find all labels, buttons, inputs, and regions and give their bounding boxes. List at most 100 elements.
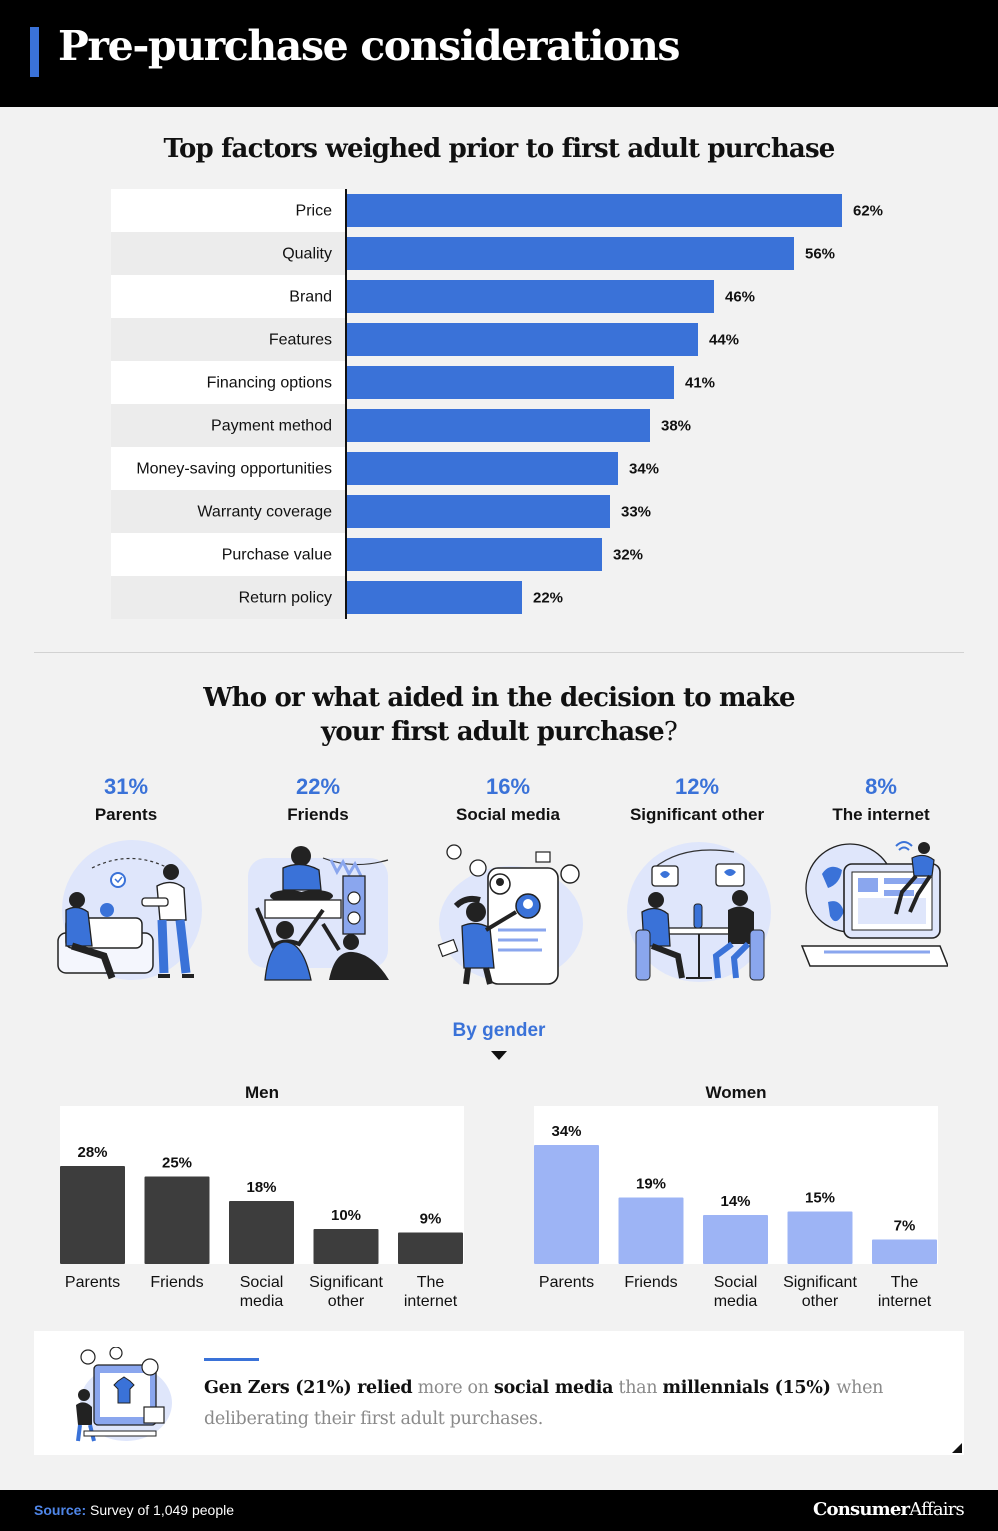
factor-bar [346,237,794,270]
factor-row-bg [111,404,346,447]
gender-bar [229,1201,294,1264]
aid-item-parents: 31% Parents [31,772,221,828]
footer: Source: Survey of 1,049 people ConsumerA… [0,1490,998,1531]
aid-label: Friends [287,805,349,824]
down-triangle-icon [491,1051,507,1060]
callout-bold-social-media: social media [494,1378,614,1398]
factor-bar [346,409,650,442]
factor-category-label: Price [296,203,333,220]
factor-row-bg [111,490,346,533]
aid-pct: 16% [485,774,531,799]
aided-title-line2: your first adult purchase? [0,715,998,749]
aid-pct: 22% [295,774,341,799]
gender-value-label: 7% [894,1218,916,1235]
factor-category-label: Return policy [239,590,332,607]
aid-item-social-media: 16% Social media [413,772,603,828]
factor-bar [346,581,522,614]
factor-value-label: 56% [805,246,835,263]
callout-text-than: than [613,1378,663,1398]
gender-category-label: The internet [878,1274,932,1310]
aid-label: Significant other [629,805,765,824]
shopping-illustration-icon [76,1347,172,1442]
gender-bar [872,1239,937,1264]
factor-bar [346,323,698,356]
brand-logo-affairs: Affairs [909,1499,965,1520]
page-title: Pre-purchase considerations [58,22,680,70]
aid-pct: 8% [865,774,897,799]
aid-item-significant-other: 12% Significant other [602,772,792,828]
factor-value-label: 22% [533,590,563,607]
gender-category-label: Friends [150,1274,203,1291]
social-media-illustration-icon [437,844,583,985]
gender-bar [703,1215,768,1264]
aid-item-friends: 22% Friends [223,772,413,828]
gender-bar [398,1232,463,1264]
factor-bar [346,194,842,227]
factor-category-label: Payment method [211,418,332,435]
brand-logo-consumer: Consumer [813,1499,910,1520]
gender-category-label: Social media [714,1274,758,1310]
callout-bold-millennials-pct: (15%) [768,1378,837,1398]
gender-bar [144,1176,210,1264]
header: Pre-purchase considerations [0,0,998,107]
factor-row-bg [111,447,346,490]
factor-value-label: 44% [709,332,739,349]
gender-value-label: 28% [77,1144,107,1161]
aid-label: Social media [456,805,560,824]
factor-row-bg [111,576,346,619]
section-divider [34,652,964,653]
callout-text-rest: when deliberating their first adult purc… [204,1378,884,1429]
gender-value-label: 34% [551,1123,581,1140]
callout-bold-gen-z-pct: (21%) [289,1378,358,1398]
factor-bar [346,280,714,313]
aid-label: The internet [832,805,930,824]
gender-value-label: 14% [720,1193,750,1210]
factor-bar [346,538,602,571]
gender-value-label: 15% [805,1190,835,1207]
men-bar-chart: 28% Parents 25% Friends 18% Social media 10% Sig… [60,1106,464,1310]
women-bar-chart: 34% Parents 19% Friends 14% Social media 15% Sig… [534,1106,938,1310]
gender-bar [618,1197,684,1264]
friends-illustration-icon [248,846,389,981]
parents-illustration-icon [57,840,202,980]
aided-title-line2-text: your first adult purchase [320,717,665,747]
gender-category-label: The internet [404,1274,458,1310]
gender-category-label: Social media [240,1274,284,1310]
header-accent-bar [30,27,39,77]
factor-value-label: 34% [629,461,659,478]
factor-category-label: Financing options [207,375,332,392]
gender-value-label: 18% [246,1179,276,1196]
aided-title-qmark: ? [663,717,678,747]
gender-category-label: Significant other [309,1274,383,1310]
callout-text-more-on: more on [412,1378,495,1398]
factor-value-label: 33% [621,504,651,521]
factor-category-label: Features [269,332,332,349]
factors-bar-chart: Price 62% Quality 56% Brand 46% Features 44% Fin… [111,189,883,619]
callout-box: Gen Zers (21%) relied more on social med… [34,1331,964,1455]
factor-category-label: Quality [282,246,332,263]
gender-bar [787,1211,853,1264]
factor-row-bg [111,232,346,275]
gender-category-label: Friends [624,1274,677,1291]
gender-bar [60,1166,125,1264]
aided-title: Who or what aided in the decision to mak… [0,681,998,749]
factor-category-label: Brand [289,289,332,306]
factor-bar [346,452,618,485]
callout-bold-gen-z: Gen Zers [204,1378,290,1398]
factor-category-label: Purchase value [222,547,332,564]
callout-bold-relied: relied [357,1378,413,1398]
factor-value-label: 41% [685,375,715,392]
factor-category-label: Warranty coverage [197,504,332,521]
aided-title-line1: Who or what aided in the decision to mak… [203,683,795,713]
factor-value-label: 46% [725,289,755,306]
men-chart-title: Men [245,1083,279,1102]
aid-pct: 12% [674,774,720,799]
gender-bar [534,1145,599,1264]
factor-row-bg [111,318,346,361]
factor-row-bg [111,361,346,404]
source-text: Survey of 1,049 people [86,1502,235,1518]
gender-value-label: 25% [162,1155,192,1172]
corner-triangle-icon [952,1443,962,1453]
women-chart-title: Women [705,1083,767,1102]
factor-category-label: Money-saving opportunities [136,461,332,478]
